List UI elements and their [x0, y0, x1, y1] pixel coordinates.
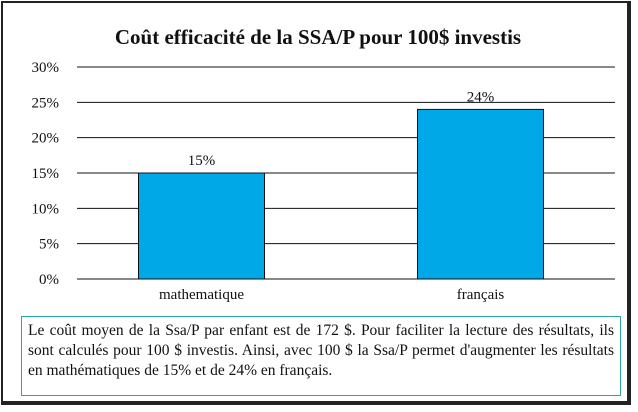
y-tick-label: 15%: [32, 166, 60, 182]
note-text: Le coût moyen de la Ssa/P par enfant est…: [28, 322, 614, 379]
chart-title: Coût efficacité de la SSA/P pour 100$ in…: [114, 25, 522, 49]
y-tick-label: 20%: [32, 131, 60, 147]
y-tick-label: 0%: [39, 272, 59, 288]
category-labels: mathematique français: [159, 287, 504, 303]
y-tick-label: 30%: [32, 60, 60, 76]
note-box: Le coût moyen de la Ssa/P par enfant est…: [21, 316, 621, 396]
data-labels: 15% 24%: [188, 89, 495, 169]
bar-1: [138, 172, 265, 280]
y-axis-tick-labels: 0% 5% 10% 15% 20% 25% 30%: [32, 60, 60, 288]
category-label-2: français: [457, 287, 505, 303]
bars: [138, 108, 544, 280]
bar-2: [417, 108, 544, 280]
bar-chart: 0% 5% 10% 15% 20% 25% 30% 15% 24% mathematique f…: [32, 60, 615, 303]
data-label-1: 15%: [188, 153, 216, 169]
data-label-2: 24%: [467, 89, 495, 105]
y-tick-label: 5%: [39, 237, 59, 253]
category-label-1: mathematique: [159, 287, 244, 303]
y-tick-label: 10%: [32, 201, 60, 217]
chart-frame: 0% 5% 10% 15% 20% 25% 30% 15% 24% mathematique f…: [1, 1, 631, 405]
y-tick-label: 25%: [32, 95, 60, 111]
